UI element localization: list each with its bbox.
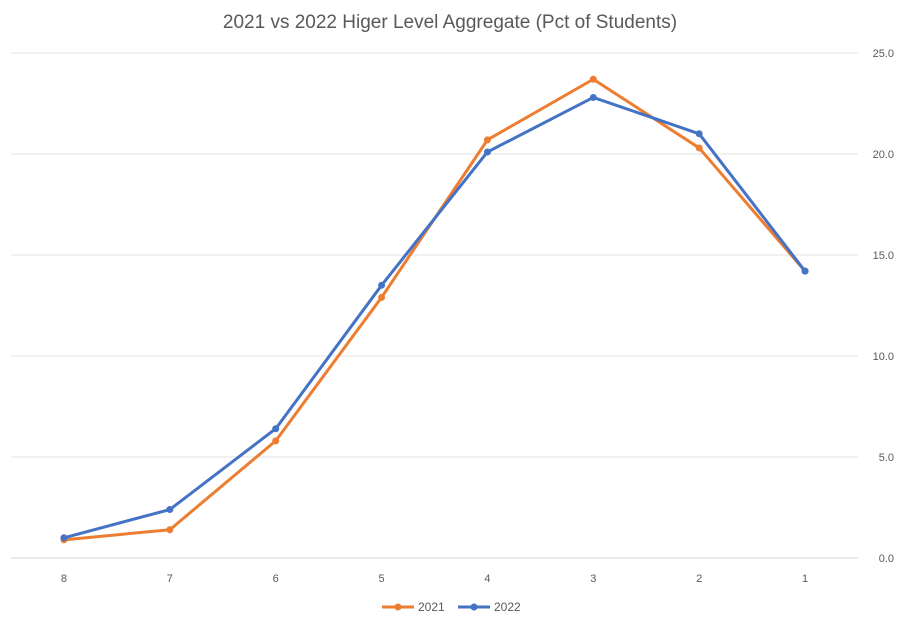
legend-label-2022: 2022	[494, 600, 521, 614]
legend-marker-2022	[470, 603, 478, 611]
legend-label-2021: 2021	[418, 600, 445, 614]
x-axis: 8 7 6 5 4 3 2 1	[61, 573, 808, 585]
x-tick-label: 5	[379, 573, 385, 585]
data-point-2021	[695, 144, 703, 152]
data-point-2021	[166, 526, 174, 534]
series-line-2022	[63, 95, 807, 540]
data-point-2021	[378, 293, 386, 301]
data-point-2022	[695, 130, 703, 138]
y-tick-label: 20.0	[873, 149, 894, 161]
y-tick-label: 25.0	[873, 48, 894, 60]
legend-marker-2021	[394, 603, 402, 611]
data-point-2021	[589, 75, 597, 83]
data-point-2022	[483, 148, 491, 156]
y-tick-label: 0.0	[879, 553, 894, 565]
chart-title: 2021 vs 2022 Higer Level Aggregate (Pct …	[223, 12, 677, 33]
x-tick-label: 1	[802, 573, 808, 585]
x-tick-label: 8	[61, 573, 67, 585]
x-tick-label: 7	[167, 573, 173, 585]
data-point-2022	[589, 93, 597, 101]
data-point-2021	[483, 136, 491, 144]
data-point-2022	[166, 506, 174, 514]
legend: 2021 2022	[382, 600, 521, 614]
data-point-2021	[272, 437, 280, 445]
y-tick-label: 5.0	[879, 452, 894, 464]
gridlines	[11, 52, 858, 559]
data-point-2022	[60, 534, 68, 542]
y-tick-label: 10.0	[873, 351, 894, 363]
y-axis: 0.0 5.0 10.0 15.0 20.0 25.0	[873, 48, 894, 565]
x-tick-label: 2	[696, 573, 702, 585]
data-point-2022	[801, 267, 809, 275]
series-group	[60, 75, 809, 544]
y-tick-label: 15.0	[873, 250, 894, 262]
series-line-2021	[63, 77, 807, 542]
data-point-2022	[378, 281, 386, 289]
x-tick-label: 4	[484, 573, 490, 585]
data-point-2022	[272, 425, 280, 433]
x-tick-label: 3	[590, 573, 596, 585]
x-tick-label: 6	[273, 573, 279, 585]
